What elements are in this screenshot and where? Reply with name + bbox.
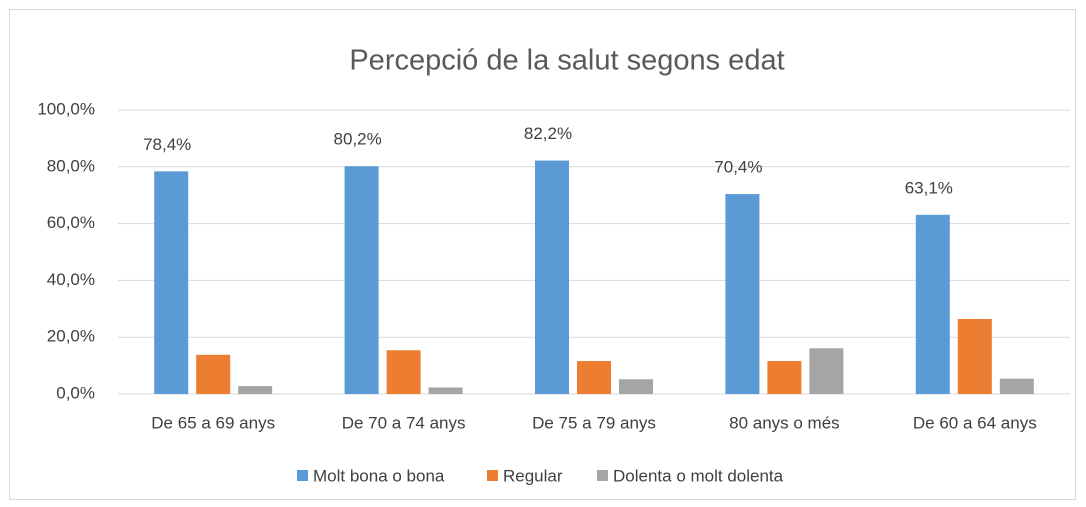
bar xyxy=(619,379,653,394)
bar xyxy=(767,361,802,394)
y-tick-label: 0,0% xyxy=(56,383,95,402)
x-tick-label: De 65 a 69 anys xyxy=(151,413,275,432)
y-tick-label: 60,0% xyxy=(47,213,95,232)
bar xyxy=(809,348,844,394)
data-label: 80,2% xyxy=(333,130,381,149)
bar xyxy=(999,378,1034,394)
bar xyxy=(428,387,463,394)
legend-swatch xyxy=(487,470,498,481)
bar xyxy=(196,354,231,394)
chart-title: Percepció de la salut segons edat xyxy=(349,45,784,77)
bar xyxy=(957,319,992,394)
bar xyxy=(386,350,421,394)
legend-label: Regular xyxy=(503,466,563,485)
y-tick-label: 40,0% xyxy=(47,270,95,289)
bar xyxy=(344,166,379,394)
y-tick-label: 100,0% xyxy=(37,99,95,118)
data-label: 63,1% xyxy=(905,178,953,197)
x-tick-label: 80 anys o més xyxy=(729,413,840,432)
y-tick-label: 20,0% xyxy=(47,327,95,346)
legend-label: Dolenta o molt dolenta xyxy=(613,466,784,485)
bar xyxy=(154,171,189,394)
data-label: 78,4% xyxy=(143,135,191,154)
x-tick-label: De 75 a 79 anys xyxy=(532,413,656,432)
x-tick-label: De 70 a 74 anys xyxy=(342,413,466,432)
data-label: 70,4% xyxy=(714,158,762,177)
bar xyxy=(535,160,569,394)
legend-swatch xyxy=(297,470,308,481)
x-tick-label: De 60 a 64 anys xyxy=(913,413,1037,432)
y-tick-label: 80,0% xyxy=(47,156,95,175)
bar xyxy=(915,214,950,394)
bar xyxy=(577,361,611,394)
legend-label: Molt bona o bona xyxy=(313,466,445,485)
bar xyxy=(725,194,760,394)
legend-swatch xyxy=(597,470,608,481)
data-label: 82,2% xyxy=(524,124,572,143)
bar xyxy=(238,386,273,394)
